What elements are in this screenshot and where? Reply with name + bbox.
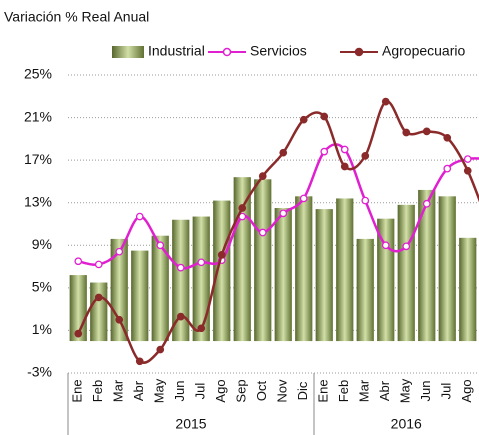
bar [213, 200, 231, 342]
bar [151, 235, 169, 342]
marker [299, 194, 308, 203]
x-tick-label: Abr [131, 380, 146, 401]
y-tick-label: 17% [24, 151, 52, 167]
marker [402, 128, 411, 137]
y-tick-label: 25% [24, 66, 52, 82]
marker [279, 148, 288, 157]
marker [381, 241, 390, 250]
legend-label: Industrial [148, 43, 205, 59]
x-tick-label: Sep [234, 379, 249, 402]
bar [131, 250, 149, 342]
marker [422, 199, 431, 208]
x-tick-label: Feb [90, 380, 105, 402]
x-tick-label: Ene [316, 379, 331, 402]
marker [156, 241, 165, 250]
group-label: 2015 [175, 416, 206, 432]
marker [320, 112, 329, 121]
marker [156, 345, 165, 354]
marker [340, 162, 349, 171]
y-tick-label: 21% [24, 108, 52, 124]
x-tick-label: Mar [111, 379, 126, 402]
legend-marker [222, 47, 232, 57]
marker [340, 145, 349, 154]
bar [418, 189, 436, 342]
bar [315, 209, 333, 342]
marker [197, 258, 206, 267]
group-label: 2016 [391, 416, 422, 432]
marker [115, 315, 124, 324]
x-tick-label: Dic [295, 381, 310, 400]
marker [135, 357, 144, 366]
y-tick-label: 9% [32, 236, 52, 252]
plot: 25% 21% 17% 13% 9% 5% 1% -3% Industrial Servicios… [24, 43, 479, 435]
marker [74, 257, 83, 266]
x-tick-label: Jun [418, 381, 433, 402]
legend-swatch [112, 46, 144, 58]
x-tick-label: Jul [439, 383, 454, 400]
bar [172, 219, 190, 342]
marker [197, 324, 206, 333]
marker [381, 97, 390, 106]
legend-marker [354, 47, 364, 57]
marker [443, 164, 452, 173]
x-tick-label: Ago [213, 379, 228, 402]
x-tick-label: Ene [70, 379, 85, 402]
marker [320, 147, 329, 156]
chart-subtitle: Variación % Real Anual [4, 9, 149, 25]
marker [94, 260, 103, 269]
bar [336, 198, 354, 342]
marker [299, 115, 308, 124]
x-tick-label: Mar [357, 379, 372, 402]
marker [217, 251, 226, 259]
marker [258, 172, 267, 180]
x-tick-label: Oct [254, 381, 269, 402]
bar [274, 208, 292, 342]
x-tick-label: Ago [459, 379, 474, 402]
legend-label: Agropecuario [382, 43, 465, 59]
x-tick-label: May [398, 378, 413, 403]
bar [90, 282, 108, 342]
bar [356, 238, 374, 342]
marker [74, 329, 83, 338]
marker [115, 247, 124, 256]
bar [254, 179, 272, 342]
marker [238, 204, 247, 212]
marker [463, 155, 472, 163]
marker [135, 212, 144, 221]
marker [279, 209, 288, 218]
x-tick-label: Abr [377, 380, 392, 401]
x-tick-label: Feb [336, 380, 351, 402]
marker [258, 228, 267, 237]
legend-label: Servicios [250, 43, 307, 59]
bar [438, 196, 456, 342]
bar [459, 237, 477, 342]
x-tick-label: Jul [193, 383, 208, 400]
marker [176, 263, 185, 272]
marker [361, 152, 370, 160]
y-tick-label: 1% [32, 321, 52, 337]
bar [295, 196, 313, 342]
marker [361, 196, 370, 205]
bar [192, 216, 210, 342]
bar [397, 204, 415, 342]
marker [463, 166, 472, 175]
bar [233, 177, 251, 342]
y-tick-label: 5% [32, 279, 52, 295]
x-tick-label: May [152, 378, 167, 403]
x-tick-label: Jun [172, 381, 187, 402]
y-tick-label: 13% [24, 193, 52, 209]
y-tick-label: -3% [27, 364, 52, 380]
marker [176, 312, 185, 321]
marker [443, 133, 452, 142]
marker [422, 127, 431, 136]
bar [110, 238, 128, 342]
x-tick-label: Nov [275, 379, 290, 403]
marker [94, 293, 103, 302]
marker [402, 242, 411, 251]
